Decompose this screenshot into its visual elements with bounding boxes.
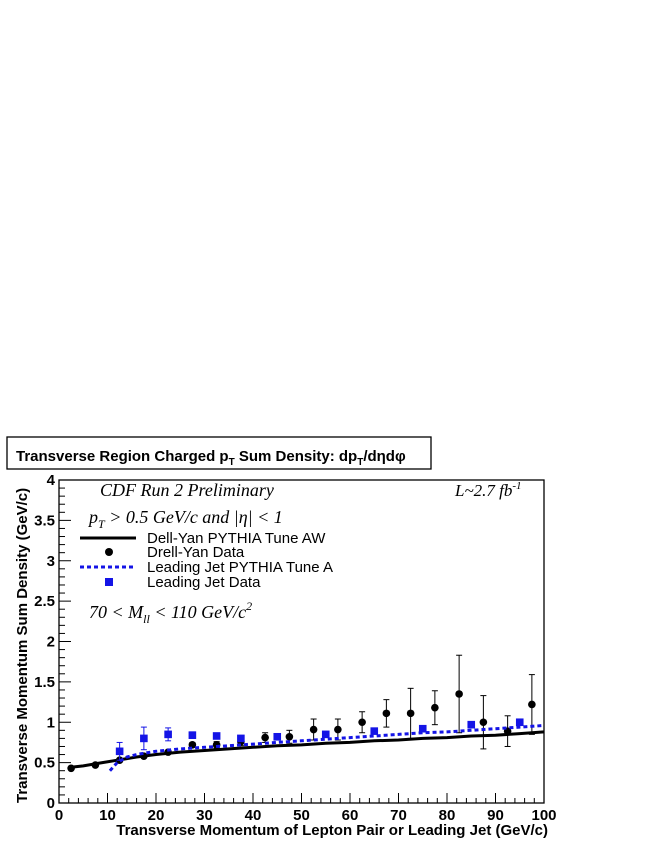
data-point-drell-yan-data — [261, 733, 269, 742]
series-line-leading-jet-pythia-tune-a — [108, 724, 545, 772]
x-tick-label: 90 — [487, 807, 504, 824]
title-box: Transverse Region Charged pT Sum Density… — [6, 436, 432, 470]
y-tick-label: 0 — [47, 795, 55, 812]
legend-label-jet-pythia: Leading Jet PYTHIA Tune A — [147, 559, 333, 576]
y-axis: 0 0.5 1 1.5 2 2.5 3 3.5 4 — [34, 472, 71, 812]
data-point-drell-yan-data — [358, 718, 366, 727]
chart-title: Transverse Region Charged pT Sum Density… — [16, 448, 406, 468]
data-point-leading-jet-data — [164, 730, 172, 739]
y-tick-label: 1 — [47, 714, 55, 731]
data-point-leading-jet-data — [140, 734, 148, 743]
title-frame — [6, 436, 432, 470]
luminosity-label: L~2.7 fb-1 — [454, 480, 522, 500]
data-point-drell-yan-data — [431, 703, 439, 712]
legend-symbol-dy-data — [105, 548, 113, 556]
x-tick-label: 80 — [439, 807, 456, 824]
x-axis: 0 10 20 30 40 50 60 70 80 90 100 — [55, 793, 557, 824]
x-tick-label: 10 — [99, 807, 116, 824]
legend-label-dy-data: Drell-Yan Data — [147, 544, 245, 561]
data-point-drell-yan-data — [334, 725, 342, 734]
y-tick-label: 2 — [47, 634, 55, 651]
data-point-leading-jet-data — [467, 720, 476, 729]
data-point-leading-jet-data — [115, 747, 124, 756]
y-tick-label: 2.5 — [34, 593, 55, 610]
x-tick-label: 0 — [55, 807, 63, 824]
legend-label-jet-data: Leading Jet Data — [147, 574, 261, 591]
data-point-drell-yan-data — [455, 690, 463, 698]
x-tick-label: 100 — [531, 807, 556, 824]
data-point-leading-jet-data — [418, 724, 427, 733]
y-tick-label: 1.5 — [34, 674, 55, 691]
plot-frame — [58, 479, 545, 804]
x-tick-label: 50 — [293, 807, 310, 824]
x-tick-label: 20 — [148, 807, 165, 824]
y-tick-label: 3.5 — [34, 512, 55, 529]
series-line-dell-yan-pythia-tune-aw — [68, 730, 545, 769]
data-point-drell-yan-data — [309, 725, 318, 734]
data-point-leading-jet-data — [212, 732, 221, 740]
data-point-drell-yan-data — [67, 764, 75, 773]
data-point-leading-jet-data — [321, 730, 330, 739]
legend-label-dy-pythia: Dell-Yan PYTHIA Tune AW — [147, 530, 326, 547]
x-tick-label: 60 — [342, 807, 359, 824]
data-point-drell-yan-data — [285, 732, 294, 741]
y-axis-label: Transverse Momentum Sum Density (GeV/c) — [14, 488, 31, 803]
data-point-drell-yan-data — [382, 709, 391, 718]
data-point-leading-jet-data — [370, 727, 379, 735]
x-tick-label: 30 — [196, 807, 213, 824]
data-point-leading-jet-data — [188, 731, 197, 739]
y-tick-label: 0.5 — [34, 755, 55, 772]
data-point-leading-jet-data — [273, 732, 282, 741]
x-axis-label: Transverse Momentum of Lepton Pair or Le… — [116, 822, 548, 839]
legend: Dell-Yan PYTHIA Tune AW Drell-Yan Data L… — [80, 530, 333, 591]
data-point-leading-jet-data — [515, 718, 524, 727]
experiment-label: CDF Run 2 Preliminary — [100, 480, 274, 500]
legend-symbol-jet-data — [105, 578, 113, 586]
x-tick-label: 70 — [390, 807, 407, 824]
x-tick-label: 40 — [245, 807, 262, 824]
pt-cut-label: pT > 0.5 GeV/c and |η| < 1 — [87, 507, 283, 531]
data-point-drell-yan-data — [528, 700, 536, 709]
mass-window-label: 70 < Mll < 110 GeV/c2 — [89, 599, 252, 626]
data-point-drell-yan-data — [91, 761, 100, 769]
series-layer — [67, 654, 545, 773]
data-point-drell-yan-data — [406, 709, 415, 718]
data-point-drell-yan-data — [479, 718, 488, 727]
y-tick-label: 3 — [47, 553, 55, 570]
y-tick-label: 4 — [47, 472, 56, 489]
data-point-leading-jet-data — [237, 734, 245, 743]
